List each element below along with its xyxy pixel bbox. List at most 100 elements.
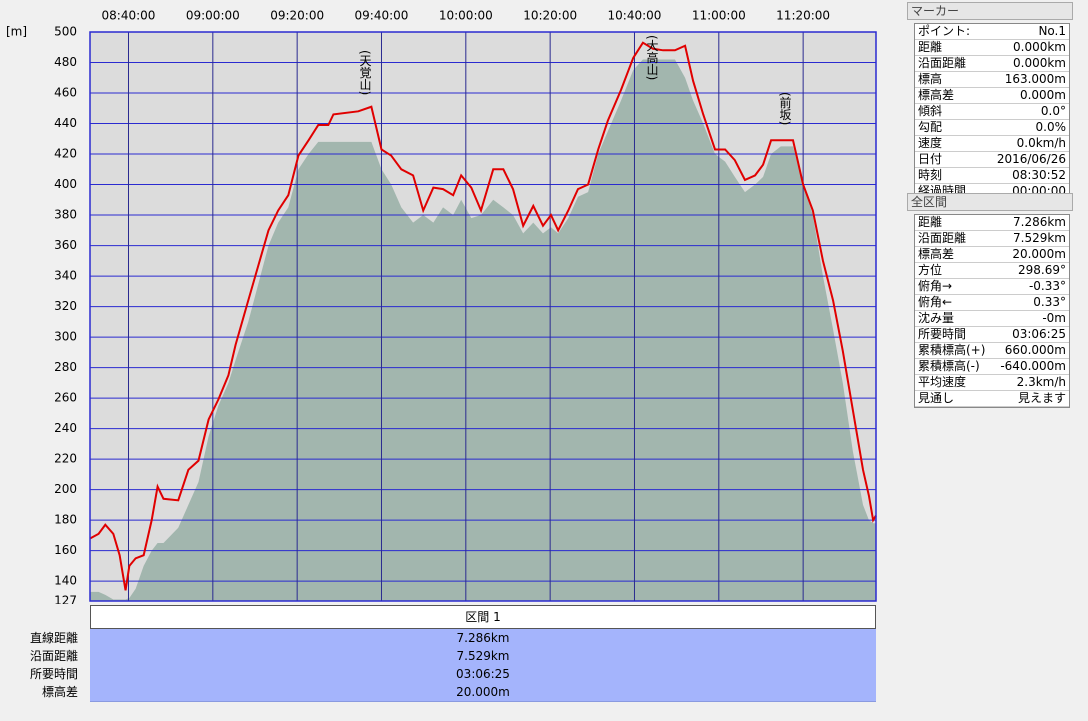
x-tick-label: 09:00:00 bbox=[186, 9, 240, 23]
panel-row: 俯角← 0.33° bbox=[915, 295, 1069, 311]
y-tick-label: 500 bbox=[54, 25, 77, 39]
panel-row: 方位 298.69° bbox=[915, 263, 1069, 279]
y-tick-label: 260 bbox=[54, 391, 77, 405]
panel-row: 速度 0.0km/h bbox=[915, 136, 1069, 152]
row-value: -640.000m bbox=[1000, 359, 1066, 373]
x-tick-label: 10:00:00 bbox=[439, 9, 493, 23]
row-value: 見えます bbox=[1017, 391, 1066, 405]
row-label: 速度 bbox=[918, 136, 943, 150]
panel-row: 傾斜 0.0° bbox=[915, 104, 1069, 120]
panel-table: ポイント: No.1 距離 0.000km 沿面距離 0.000km 標高 163.000m 標… bbox=[914, 23, 1070, 201]
row-label: 勾配 bbox=[918, 120, 943, 134]
panel-row: 時刻 08:30:52 bbox=[915, 168, 1069, 184]
panel-row: 距離 7.286km bbox=[915, 215, 1069, 231]
panel-row: 平均速度 2.3km/h bbox=[915, 375, 1069, 391]
y-tick-label: 360 bbox=[54, 238, 77, 252]
section-header: 区間 1 bbox=[90, 605, 876, 629]
panel-title: 全区間 bbox=[907, 193, 1073, 211]
panel-row: 標高差 20.000m bbox=[915, 247, 1069, 263]
panel-row: 沿面距離 0.000km bbox=[915, 56, 1069, 72]
row-label: 累積標高(+) bbox=[918, 343, 986, 357]
x-tick-label: 08:40:00 bbox=[102, 9, 156, 23]
y-tick-label: 220 bbox=[54, 452, 77, 466]
panel-row: ポイント: No.1 bbox=[915, 24, 1069, 40]
row-label: 傾斜 bbox=[918, 104, 943, 118]
y-tick-label: 200 bbox=[54, 482, 77, 496]
panel-row: 見通し 見えます bbox=[915, 391, 1069, 407]
row-value: 20.000m bbox=[1012, 247, 1066, 261]
y-tick-label: 180 bbox=[54, 513, 77, 527]
row-value: 03:06:25 bbox=[90, 665, 876, 684]
row-label: 距離 bbox=[918, 215, 943, 229]
row-value: 0.33° bbox=[1033, 295, 1066, 309]
row-label: 俯角→ bbox=[918, 279, 953, 293]
elevation-line bbox=[89, 41, 877, 591]
plot-border bbox=[89, 31, 877, 602]
row-value: 0.0km/h bbox=[1016, 136, 1066, 150]
row-label: 標高差 bbox=[41, 685, 78, 699]
row-value: 0.000km bbox=[1013, 56, 1066, 70]
y-tick-label: 400 bbox=[54, 177, 77, 191]
row-value: 660.000m bbox=[1004, 343, 1066, 357]
peak-label: (天覚山) bbox=[358, 50, 372, 95]
row-label: 標高 bbox=[918, 72, 943, 86]
row-value: 0.0% bbox=[1035, 120, 1067, 134]
y-tick-label: 240 bbox=[54, 421, 77, 435]
panel-row: 累積標高(-) -640.000m bbox=[915, 359, 1069, 375]
row-value: 20.000m bbox=[90, 683, 876, 702]
row-label: 直線距離 bbox=[29, 631, 78, 645]
panel-title: マーカー bbox=[907, 2, 1073, 20]
row-label: 見通し bbox=[918, 391, 955, 405]
row-value: No.1 bbox=[1038, 24, 1066, 38]
row-label: 沿面距離 bbox=[918, 56, 967, 70]
panel-row: 日付 2016/06/26 bbox=[915, 152, 1069, 168]
panel-row: 勾配 0.0% bbox=[915, 120, 1069, 136]
row-value: -0.33° bbox=[1028, 279, 1066, 293]
marker-panel: マーカーポイント: No.1 距離 0.000km 沿面距離 0.000km 標高 163.0… bbox=[907, 2, 1073, 201]
row-label: 所要時間 bbox=[29, 667, 78, 681]
y-tick-label: 460 bbox=[54, 86, 77, 100]
summary-panel: 全区間距離 7.286km 沿面距離 7.529km 標高差 20.000m 方位 298.6… bbox=[907, 193, 1073, 408]
row-value: 0.000km bbox=[1013, 40, 1066, 54]
x-tick-label: 11:00:00 bbox=[692, 9, 746, 23]
row-label: 所要時間 bbox=[918, 327, 967, 341]
row-label: 標高差 bbox=[918, 88, 955, 102]
row-label: 沿面距離 bbox=[918, 231, 967, 245]
x-tick-label: 10:20:00 bbox=[523, 9, 577, 23]
row-value: 7.529km bbox=[1013, 231, 1066, 245]
y-tick-label: 320 bbox=[54, 299, 77, 313]
y-tick-label: 140 bbox=[54, 574, 77, 588]
x-tick-label: 09:40:00 bbox=[355, 9, 409, 23]
panel-row: 標高 163.000m bbox=[915, 72, 1069, 88]
panel-table: 距離 7.286km 沿面距離 7.529km 標高差 20.000m 方位 298.69° 俯… bbox=[914, 214, 1070, 408]
chart: [m] 127 140 160 180 200 220 240 260 280 300 320 340… bbox=[6, 9, 877, 604]
row-value: 7.286km bbox=[90, 629, 876, 648]
row-value: 08:30:52 bbox=[1012, 168, 1066, 182]
terrain-area bbox=[90, 59, 876, 602]
row-value: 298.69° bbox=[1018, 263, 1066, 277]
x-tick-label: 10:40:00 bbox=[608, 9, 662, 23]
row-label: 俯角← bbox=[918, 295, 953, 309]
panel-row: 所要時間 03:06:25 bbox=[915, 327, 1069, 343]
row-label: 標高差 bbox=[918, 247, 955, 261]
panel-row: 距離 0.000km bbox=[915, 40, 1069, 56]
row-label: 平均速度 bbox=[918, 375, 967, 389]
panel-row: 標高差 0.000m bbox=[915, 88, 1069, 104]
panel-row: 沈み量 -0m bbox=[915, 311, 1069, 327]
y-tick-label: 480 bbox=[54, 55, 77, 69]
peak-label: (前坂) bbox=[778, 92, 792, 125]
row-value: 7.286km bbox=[1013, 215, 1066, 229]
y-axis-label: [m] bbox=[6, 25, 27, 39]
y-tick-label: 380 bbox=[54, 208, 77, 222]
row-value: 0.0° bbox=[1040, 104, 1066, 118]
row-label: ポイント: bbox=[918, 24, 971, 38]
y-tick-label: 420 bbox=[54, 147, 77, 161]
row-value: 2016/06/26 bbox=[996, 152, 1066, 166]
row-label: 沈み量 bbox=[918, 311, 955, 325]
panel-row: 俯角→ -0.33° bbox=[915, 279, 1069, 295]
row-label: 沿面距離 bbox=[29, 649, 78, 663]
row-label: 累積標高(-) bbox=[918, 359, 980, 373]
panel-row: 沿面距離 7.529km bbox=[915, 231, 1069, 247]
row-label: 日付 bbox=[918, 152, 943, 166]
